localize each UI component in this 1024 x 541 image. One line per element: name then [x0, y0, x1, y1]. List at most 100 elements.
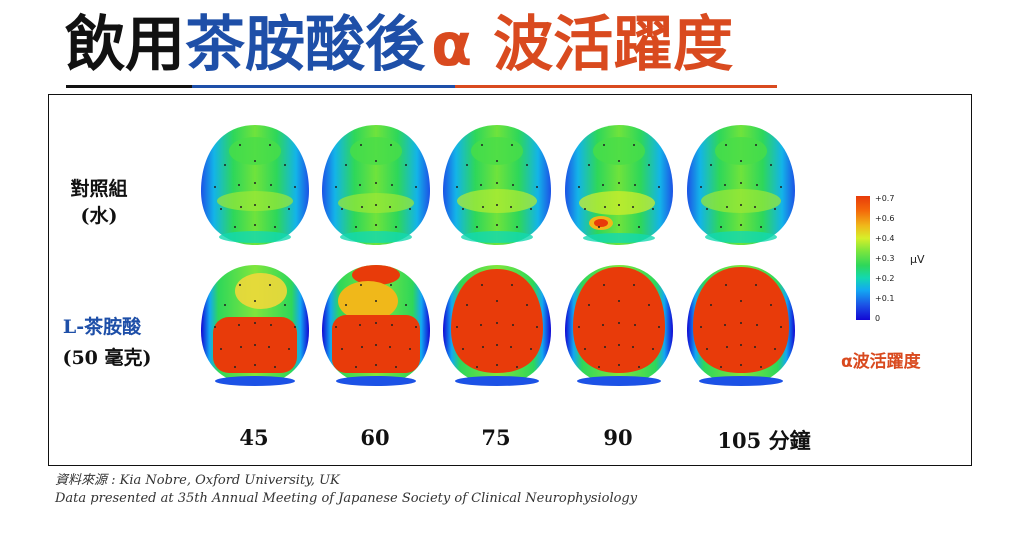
electrode-dot [361, 346, 363, 348]
electrode-dot [481, 144, 483, 146]
electrode-dot [375, 300, 377, 302]
title-part-alpha: α 波活躍度 [431, 10, 734, 80]
electrode-dot [375, 160, 377, 162]
electrode-dot [726, 206, 728, 208]
electrode-dot [359, 324, 361, 326]
electrode-dot [604, 346, 606, 348]
electrode-dot [239, 144, 241, 146]
electrode-dot [740, 322, 742, 324]
electrode-dot [355, 366, 357, 368]
electrode-dot [254, 300, 256, 302]
electrode-dot [510, 206, 512, 208]
title-underline-blue [192, 85, 455, 88]
electrode-dot [652, 208, 654, 210]
electrode-dot [584, 348, 586, 350]
electrode-dot [618, 322, 620, 324]
electrode-dot [355, 226, 357, 228]
electrode-dot [632, 346, 634, 348]
electrode-dot [724, 324, 726, 326]
electrode-dot [345, 304, 347, 306]
row-label-dose: (50 毫克) [62, 347, 152, 369]
colorbar-tick: +0.2 [875, 274, 895, 283]
electrode-dot [588, 164, 590, 166]
electrode-dot [466, 164, 468, 166]
electrode-dot [760, 366, 762, 368]
electrode-dot [724, 184, 726, 186]
row-label-theanine: L-茶胺酸 [62, 316, 142, 338]
electrode-dot [274, 366, 276, 368]
electrode-dot [288, 208, 290, 210]
electrode-dot [618, 364, 620, 366]
electrode-dot [238, 324, 240, 326]
electrode-dot [254, 344, 256, 346]
electrode-dot [389, 346, 391, 348]
electrode-dot [254, 160, 256, 162]
electrode-dot [476, 366, 478, 368]
electrode-dot [270, 324, 272, 326]
col-label-75: 75 [481, 425, 511, 450]
electrode-dot [602, 324, 604, 326]
title-underline-red [455, 85, 777, 88]
electrode-dot [224, 304, 226, 306]
electrode-dot [710, 304, 712, 306]
electrode-dot [274, 226, 276, 228]
electrode-dot [530, 348, 532, 350]
colorbar-tick: +0.4 [875, 234, 895, 243]
brain-map-theanine-75 [443, 265, 551, 386]
electrode-dot [510, 346, 512, 348]
electrode-dot [526, 164, 528, 166]
electrode-dot [604, 206, 606, 208]
electrode-dot [512, 324, 514, 326]
electrode-dot [240, 346, 242, 348]
electrode-dot [496, 344, 498, 346]
electrode-dot [496, 322, 498, 324]
electrode-dot [774, 348, 776, 350]
brain-map-theanine-105 [687, 265, 795, 386]
electrode-dot [755, 144, 757, 146]
electrode-dot [375, 322, 377, 324]
electrode-dot [480, 184, 482, 186]
electrode-dot [516, 226, 518, 228]
electrode-dot [254, 182, 256, 184]
electrode-dot [254, 224, 256, 226]
electrode-dot [288, 348, 290, 350]
title-part-theanine: 茶胺酸後 [185, 10, 425, 80]
electrode-dot [526, 304, 528, 306]
electrode-dot [254, 322, 256, 324]
electrode-dot [511, 284, 513, 286]
electrode-dot [496, 224, 498, 226]
electrode-dot [284, 164, 286, 166]
electrode-dot [780, 186, 782, 188]
electrode-dot [294, 186, 296, 188]
electrode-dot [760, 226, 762, 228]
electrode-dot [496, 364, 498, 366]
electrode-dot [466, 304, 468, 306]
electrode-dot [618, 204, 620, 206]
source-credit: 資料來源 : Kia Nobre, Oxford University, UK [55, 473, 340, 488]
electrode-dot [770, 304, 772, 306]
electrode-dot [238, 184, 240, 186]
electrode-dot [756, 324, 758, 326]
electrode-dot [633, 284, 635, 286]
electrode-dot [405, 304, 407, 306]
electrode-dot [754, 206, 756, 208]
electrode-dot [602, 184, 604, 186]
electrode-dot [268, 206, 270, 208]
electrode-dot [341, 208, 343, 210]
colorbar [856, 196, 870, 320]
electrode-dot [740, 204, 742, 206]
electrode-dot [224, 164, 226, 166]
electrode-dot [239, 284, 241, 286]
electrode-dot [395, 366, 397, 368]
electrode-dot [638, 226, 640, 228]
electrode-dot [214, 186, 216, 188]
electrode-dot [634, 324, 636, 326]
electrode-dot [536, 326, 538, 328]
brain-map-theanine-45 [201, 265, 309, 386]
title-part-drink: 飲用 [65, 10, 185, 80]
electrode-dot [294, 326, 296, 328]
electrode-dot [361, 206, 363, 208]
electrode-dot [335, 326, 337, 328]
electrode-dot [390, 284, 392, 286]
brain-map-theanine-60 [322, 265, 430, 386]
